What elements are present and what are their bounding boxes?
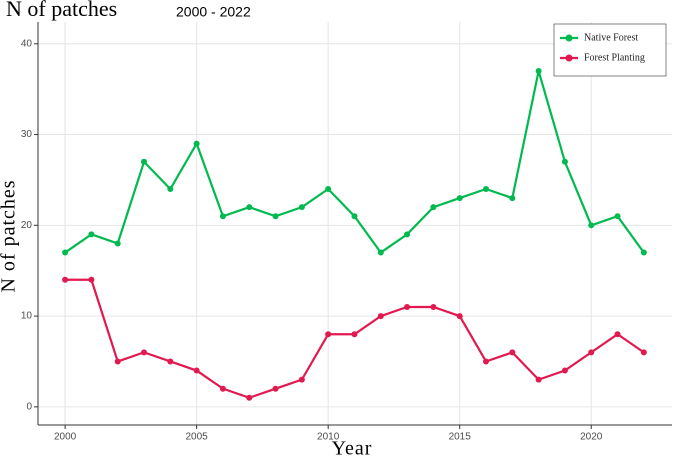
data-point	[88, 231, 95, 238]
data-point	[272, 385, 279, 392]
data-point	[114, 358, 121, 365]
data-point	[141, 349, 148, 356]
data-point	[640, 349, 647, 356]
data-point	[62, 276, 69, 283]
data-point	[535, 68, 542, 75]
series-line	[65, 278, 645, 399]
data-point	[272, 213, 279, 220]
data-point	[193, 140, 200, 147]
data-point	[114, 240, 121, 247]
x-tick-label: 2005	[186, 432, 209, 443]
data-point	[456, 313, 463, 320]
data-point	[298, 204, 305, 211]
data-point	[483, 358, 490, 365]
x-tick-label: 2015	[449, 432, 472, 443]
data-point	[246, 394, 253, 401]
data-point	[561, 367, 568, 374]
legend: Native Forest Forest Planting	[553, 23, 667, 77]
x-tick-label: 2000	[54, 432, 77, 443]
y-tick-label: 30	[21, 129, 33, 140]
data-point	[325, 186, 332, 193]
data-point	[640, 249, 647, 256]
x-axis-label: Year	[332, 438, 373, 460]
data-point	[377, 249, 384, 256]
y-axis-label: N of patches	[0, 179, 20, 292]
data-point	[141, 158, 148, 165]
data-point	[509, 195, 516, 202]
data-point	[588, 349, 595, 356]
y-tick-label: 20	[21, 220, 33, 231]
data-point	[167, 358, 174, 365]
data-point	[219, 385, 226, 392]
data-point	[193, 367, 200, 374]
data-point	[325, 331, 332, 338]
data-point	[456, 195, 463, 202]
data-point	[404, 304, 411, 311]
data-point	[483, 186, 490, 193]
data-point	[430, 204, 437, 211]
x-tick-label: 2020	[580, 432, 603, 443]
data-point	[614, 213, 621, 220]
data-point	[219, 213, 226, 220]
legend-marker	[565, 54, 573, 62]
data-point	[561, 158, 568, 165]
legend-marker	[565, 34, 573, 42]
data-point	[430, 304, 437, 311]
data-point	[588, 222, 595, 229]
data-point	[298, 376, 305, 383]
y-tick-label: 10	[21, 311, 33, 322]
chart-title: N of patches	[6, 0, 117, 21]
y-tick-label: 0	[26, 401, 32, 412]
data-point	[351, 213, 358, 220]
data-point	[377, 313, 384, 320]
data-point	[404, 231, 411, 238]
y-tick-label: 40	[21, 38, 33, 49]
data-point	[62, 249, 69, 256]
data-point	[88, 276, 95, 283]
data-point	[351, 331, 358, 338]
data-point	[614, 331, 621, 338]
legend-label: Native Forest	[584, 32, 638, 43]
x-tick-label: 2010	[317, 432, 340, 443]
data-point	[167, 186, 174, 193]
legend-label: Forest Planting	[584, 52, 645, 63]
chart-subtitle: 2000 - 2022	[176, 4, 251, 20]
data-point	[535, 376, 542, 383]
data-point	[246, 204, 253, 211]
legend-box	[553, 23, 667, 77]
data-point	[509, 349, 516, 356]
